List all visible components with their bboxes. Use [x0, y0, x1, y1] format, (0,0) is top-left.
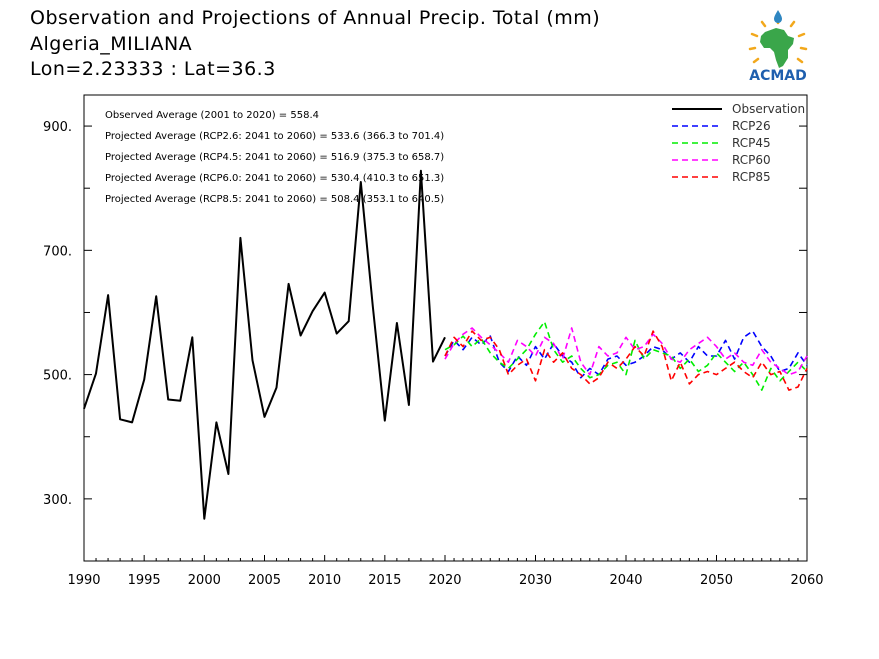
station-name: Algeria_MILIANA: [30, 33, 193, 55]
y-tick-label: 700.: [43, 244, 72, 259]
y-tick-label: 900.: [43, 120, 72, 135]
africa-rain-logo-icon: ACMAD: [748, 10, 808, 84]
observation-legend-label: Observation: [732, 102, 805, 116]
series-lines: [83, 169, 808, 520]
rcp26-legend-label: RCP26: [732, 119, 771, 133]
x-tick-label: 2000: [188, 573, 221, 588]
observation-series-line: [83, 169, 446, 520]
plot-frame: [83, 94, 808, 562]
x-tick-label: 1995: [128, 573, 161, 588]
annotation-line-2: Projected Average (RCP2.6: 2041 to 2060)…: [105, 131, 444, 142]
x-tick-label: 2005: [248, 573, 281, 588]
x-tick-label: 2020: [428, 573, 461, 588]
axis-ticks: 300. 500. 700. 900. 1990 1995 2000 2005 2010 2015…: [43, 120, 824, 588]
annotation-line-5: Projected Average (RCP8.5: 2041 to 2060)…: [105, 194, 444, 205]
rcp60-legend-label: RCP60: [732, 153, 771, 167]
rcp60-series-line: [444, 327, 808, 376]
x-tick-label: 2050: [700, 573, 733, 588]
rcp85-legend-label: RCP85: [732, 170, 771, 184]
x-tick-label: 2060: [790, 573, 823, 588]
annotation-block: Observed Average (2001 to 2020) = 558.4 P…: [105, 110, 444, 205]
x-tick-label: 2040: [609, 573, 642, 588]
chart-title: Observation and Projections of Annual Pr…: [30, 7, 601, 29]
y-tick-label: 300.: [43, 493, 72, 508]
annotation-line-4: Projected Average (RCP6.0: 2041 to 2060)…: [105, 173, 444, 184]
acmad-logo: ACMAD: [738, 8, 818, 84]
station-coordinates: Lon=2.23333 : Lat=36.3: [30, 58, 276, 80]
rcp45-series-line: [444, 320, 808, 391]
x-tick-label: 1990: [67, 573, 100, 588]
y-tick-label: 500.: [43, 369, 72, 384]
legend: Observation RCP26 RCP45 RCP60 RCP85: [672, 102, 805, 184]
rcp85-series-line: [444, 330, 808, 391]
rcp45-legend-label: RCP45: [732, 136, 771, 150]
annotation-line-1: Observed Average (2001 to 2020) = 558.4: [105, 110, 319, 121]
rcp26-series-line: [444, 330, 808, 379]
acmad-logo-text: ACMAD: [749, 68, 807, 84]
x-tick-label: 2010: [308, 573, 341, 588]
annotation-line-3: Projected Average (RCP4.5: 2041 to 2060)…: [105, 152, 444, 163]
x-tick-label: 2015: [368, 573, 401, 588]
x-tick-label: 2030: [519, 573, 552, 588]
